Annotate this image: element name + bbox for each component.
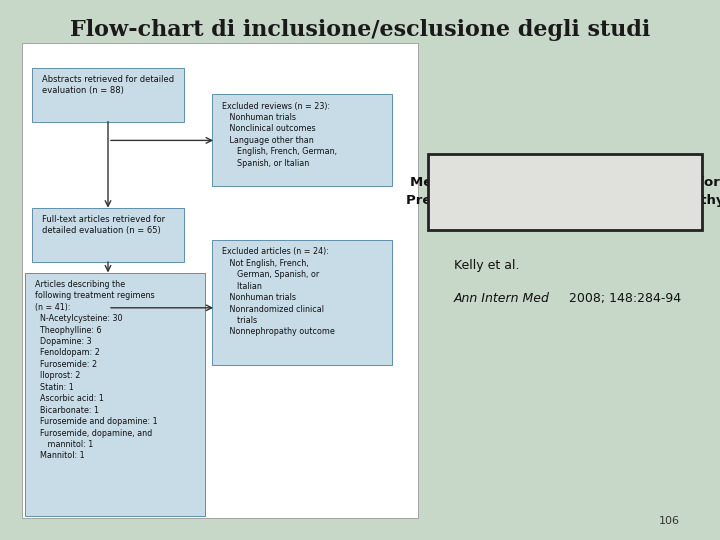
Text: Abstracts retrieved for detailed
evaluation (n = 88): Abstracts retrieved for detailed evaluat… (42, 75, 174, 95)
Text: Kelly et al.: Kelly et al. (454, 259, 519, 272)
Text: Articles describing the
following treatment regimens
(n = 41):
  N-Acetylcystein: Articles describing the following treatm… (35, 280, 157, 461)
FancyBboxPatch shape (25, 273, 205, 516)
Text: Ann Intern Med: Ann Intern Med (454, 292, 549, 305)
Text: 2008; 148:284-94: 2008; 148:284-94 (565, 292, 681, 305)
FancyBboxPatch shape (32, 208, 184, 262)
FancyBboxPatch shape (212, 94, 392, 186)
FancyBboxPatch shape (212, 240, 392, 364)
Text: Excluded reviews (n = 23):
   Nonhuman trials
   Nonclinical outcomes
   Languag: Excluded reviews (n = 23): Nonhuman tria… (222, 102, 337, 168)
Text: Meta-analysis: Effectiveness of Drugs for
Preventing Contrast-Induced Nephropath: Meta-analysis: Effectiveness of Drugs fo… (406, 176, 720, 207)
Text: Excluded articles (n = 24):
   Not English, French,
      German, Spanish, or
  : Excluded articles (n = 24): Not English,… (222, 247, 335, 336)
Text: Flow-chart di inclusione/esclusione degli studi: Flow-chart di inclusione/esclusione degl… (70, 19, 650, 41)
Text: 106: 106 (659, 516, 680, 526)
FancyBboxPatch shape (428, 154, 702, 230)
FancyBboxPatch shape (32, 68, 184, 122)
Bar (22, 43, 418, 518)
Text: Full-text articles retrieved for
detailed evaluation (n = 65): Full-text articles retrieved for detaile… (42, 215, 165, 235)
